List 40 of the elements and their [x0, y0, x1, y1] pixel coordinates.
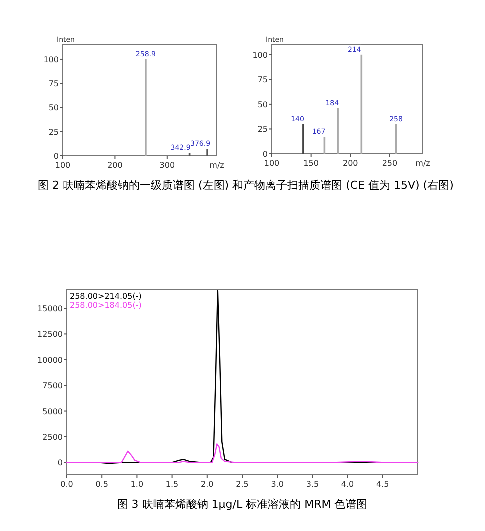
x-axis-title: m/z — [416, 159, 430, 168]
y-tick-label: 100 — [252, 50, 268, 60]
x-tick-label: 4.0 — [341, 480, 354, 489]
x-tick-label: 200 — [108, 161, 123, 170]
x-tick-label: 250 — [382, 159, 398, 168]
line-series — [66, 444, 419, 464]
text: 258.00>184.05(-) — [70, 301, 142, 310]
y-tick-label: 5000 — [42, 407, 63, 416]
y-tick-label: 10000 — [38, 356, 63, 365]
y-tick-label: 2500 — [42, 432, 63, 442]
y-tick-label: 75 — [48, 80, 59, 89]
x-tick-label: 3.0 — [271, 480, 284, 489]
y-tick-label: 7500 — [42, 382, 63, 391]
x-tick-label: 300 — [160, 161, 176, 170]
x-tick-label: 0.5 — [96, 480, 108, 489]
caption: 图 2 呋喃苯烯酸钠的一级质谱图 (左图) 和产物离子扫描质谱图 (CE 值为 15V) (右图) — [38, 178, 455, 193]
y-tick-label: 50 — [48, 104, 59, 113]
x-tick-label: 0.0 — [60, 480, 74, 489]
y-tick-label: 15000 — [38, 304, 63, 314]
y-tick-label: 50 — [258, 100, 268, 110]
x-tick-label: 1.5 — [166, 480, 179, 489]
x-axis-title: m/z — [210, 161, 224, 170]
y-tick-label: 75 — [258, 76, 268, 85]
text: 258.00>214.05(-) — [70, 292, 142, 301]
x-tick-label: 2.0 — [201, 480, 214, 489]
y-tick-label: 0 — [262, 150, 268, 159]
x-tick-label: 2.5 — [236, 480, 249, 489]
x-tick-label: 100 — [264, 159, 280, 168]
y-tick-label: 25 — [258, 125, 268, 134]
x-tick-label: 1.0 — [130, 480, 144, 489]
y-tick-label: 25 — [48, 128, 59, 137]
x-tick-label: 150 — [304, 159, 319, 168]
y-tick-label: 0 — [58, 458, 63, 468]
y-tick-label: 0 — [54, 152, 59, 161]
x-tick-label: 3.5 — [306, 480, 320, 489]
x-tick-label: 4.5 — [376, 480, 390, 489]
caption: 图 3 呋喃苯烯酸钠 1μg/L 标准溶液的 MRM 色谱图 — [116, 497, 369, 512]
y-tick-label: 12500 — [38, 330, 63, 340]
x-tick-label: 200 — [343, 159, 358, 168]
y-tick-label: 100 — [44, 55, 59, 64]
